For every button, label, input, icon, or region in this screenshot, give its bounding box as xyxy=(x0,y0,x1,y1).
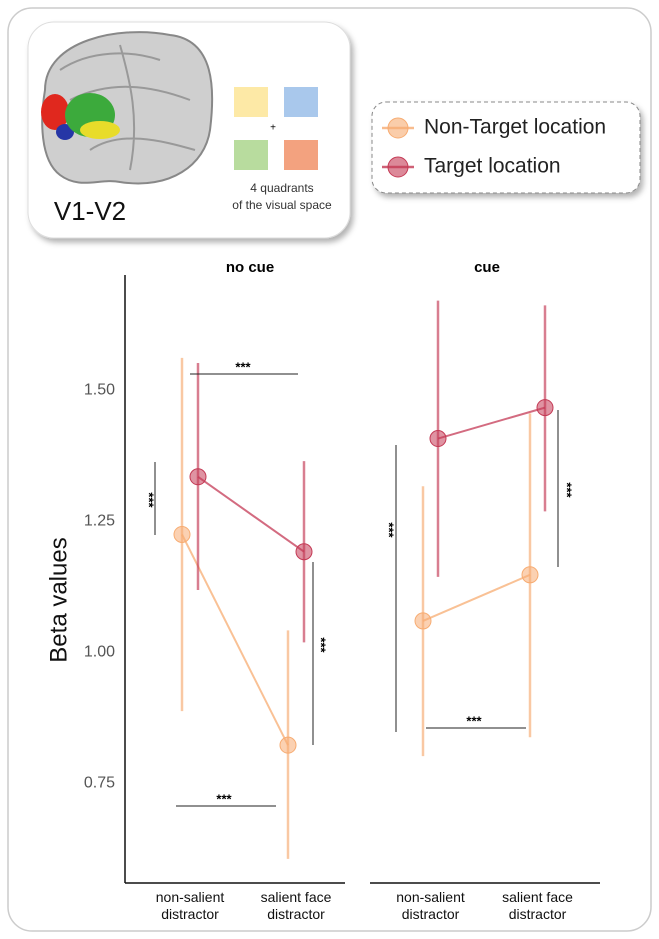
series-line xyxy=(423,575,530,621)
x-tick-label: non-salient distractor xyxy=(376,889,486,929)
significance-label: *** xyxy=(560,482,575,498)
point xyxy=(537,400,553,416)
page: V1-V2 + 4 quadrants of the visual space … xyxy=(0,0,659,939)
category: non-salient distractor xyxy=(376,889,486,923)
quadrant xyxy=(234,140,268,170)
quadrant xyxy=(234,87,268,117)
y-tick-label: 1.00 xyxy=(84,644,115,661)
category: salient face distractor xyxy=(483,889,593,923)
y-tick-label: 1.25 xyxy=(84,513,115,530)
point xyxy=(190,469,206,485)
quadrant xyxy=(284,140,318,170)
point xyxy=(296,544,312,560)
point xyxy=(415,613,431,629)
significance-label: *** xyxy=(235,359,251,374)
x-tick-label: salient face distractor xyxy=(483,889,593,929)
inset-label: V1-V2 xyxy=(54,196,126,226)
y-axis-label: Beta values xyxy=(45,537,72,662)
x-tick-label: non-salient distractor xyxy=(135,889,245,929)
significance-label: *** xyxy=(142,492,157,508)
category: salient face distractor xyxy=(241,889,351,923)
panel-title: cue xyxy=(474,259,500,276)
legend-marker xyxy=(388,157,408,177)
series-line xyxy=(198,477,304,552)
x-tick-label: salient face distractor xyxy=(241,889,351,929)
significance-label: *** xyxy=(466,713,482,728)
point xyxy=(430,431,446,447)
category: non-salient distractor xyxy=(135,889,245,923)
legend-marker xyxy=(388,118,408,138)
legend-label: Target location xyxy=(424,155,561,178)
fixation: + xyxy=(270,123,276,134)
quadrant xyxy=(284,87,318,117)
point xyxy=(280,737,296,753)
y-tick-label: 1.50 xyxy=(84,382,115,399)
point xyxy=(522,567,538,583)
significance-label: *** xyxy=(314,637,329,653)
caption: of the visual space xyxy=(232,198,332,212)
significance-label: *** xyxy=(216,791,232,806)
caption: 4 quadrants xyxy=(250,181,313,195)
point xyxy=(174,526,190,542)
significance-label: *** xyxy=(382,522,397,538)
legend-label: Non-Target location xyxy=(424,116,606,139)
brain xyxy=(41,32,212,183)
panel-title: no cue xyxy=(226,259,274,276)
figure: V1-V2 + 4 quadrants of the visual space … xyxy=(0,0,659,939)
y-tick-label: 0.75 xyxy=(84,775,115,792)
